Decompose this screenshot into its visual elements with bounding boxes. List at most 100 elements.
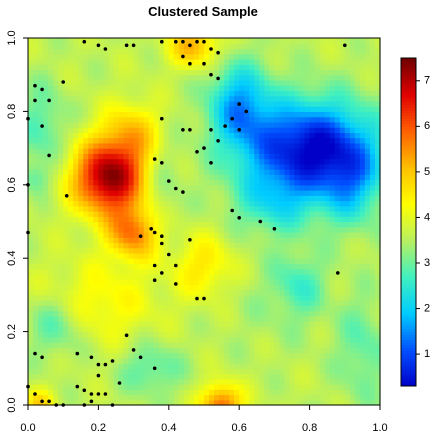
heatmap-cell bbox=[239, 95, 245, 102]
heatmap-cell bbox=[354, 64, 361, 71]
heatmap-cell bbox=[28, 205, 34, 212]
heatmap-cell bbox=[198, 336, 205, 343]
heatmap-cell bbox=[73, 331, 79, 338]
heatmap-cell bbox=[183, 137, 190, 144]
heatmap-cell bbox=[219, 347, 225, 354]
heatmap-cell bbox=[274, 195, 281, 202]
sample-point bbox=[188, 61, 192, 66]
heatmap-cell bbox=[204, 43, 210, 50]
heatmap-cell bbox=[359, 74, 366, 81]
heatmap-cell bbox=[133, 326, 140, 333]
heatmap-cell bbox=[53, 242, 59, 249]
heatmap-cell bbox=[329, 158, 336, 165]
heatmap-cell bbox=[38, 242, 44, 249]
heatmap-cell bbox=[98, 111, 105, 118]
heatmap-cell bbox=[339, 174, 346, 181]
heatmap-cell bbox=[73, 242, 79, 249]
heatmap-cell bbox=[209, 200, 215, 207]
heatmap-cell bbox=[214, 300, 220, 306]
heatmap-cell bbox=[319, 352, 326, 359]
heatmap-cell bbox=[168, 190, 175, 196]
heatmap-cell bbox=[244, 190, 250, 196]
heatmap-cell bbox=[133, 384, 140, 390]
heatmap-cell bbox=[98, 121, 105, 128]
heatmap-cell bbox=[264, 321, 270, 327]
heatmap-cell bbox=[224, 58, 230, 65]
heatmap-cell bbox=[183, 321, 190, 327]
heatmap-cell bbox=[33, 315, 39, 322]
heatmap-cell bbox=[299, 190, 306, 196]
heatmap-cell bbox=[219, 226, 225, 233]
heatmap-cell bbox=[214, 273, 220, 280]
heatmap-cell bbox=[33, 58, 39, 65]
heatmap-cell bbox=[128, 347, 135, 354]
heatmap-cell bbox=[319, 342, 326, 348]
heatmap-cell bbox=[128, 116, 135, 123]
heatmap-cell bbox=[73, 58, 79, 65]
heatmap-cell bbox=[234, 258, 240, 265]
heatmap-cell bbox=[314, 315, 321, 322]
heatmap-cell bbox=[329, 85, 336, 92]
heatmap-cell bbox=[158, 174, 165, 181]
heatmap-cell bbox=[148, 310, 155, 317]
heatmap-cell bbox=[198, 378, 205, 385]
heatmap-cell bbox=[329, 300, 336, 306]
heatmap-cell bbox=[289, 74, 296, 81]
heatmap-cell bbox=[224, 394, 230, 401]
heatmap-cell bbox=[204, 221, 210, 228]
heatmap-cell bbox=[349, 153, 356, 160]
heatmap-cell bbox=[28, 347, 34, 354]
heatmap-cell bbox=[294, 263, 301, 270]
heatmap-cell bbox=[304, 38, 311, 44]
heatmap-cell bbox=[334, 174, 341, 181]
heatmap-cell bbox=[88, 205, 94, 212]
heatmap-cell bbox=[138, 373, 145, 380]
heatmap-cell bbox=[364, 384, 371, 390]
sample-point bbox=[96, 43, 101, 48]
heatmap-cell bbox=[204, 121, 210, 128]
heatmap-cell bbox=[183, 90, 190, 97]
heatmap-cell bbox=[48, 284, 54, 291]
heatmap-cell bbox=[183, 100, 190, 107]
heatmap-cell bbox=[168, 121, 175, 128]
heatmap-cell bbox=[324, 137, 331, 144]
heatmap-cell bbox=[344, 95, 351, 102]
sample-point bbox=[202, 61, 206, 66]
heatmap-cell bbox=[209, 321, 215, 327]
heatmap-cell bbox=[259, 106, 265, 112]
heatmap-cell bbox=[334, 205, 341, 212]
heatmap-cell bbox=[48, 132, 54, 139]
heatmap-cell bbox=[229, 90, 235, 97]
heatmap-cell bbox=[83, 368, 89, 375]
heatmap-cell bbox=[133, 211, 140, 217]
heatmap-cell bbox=[209, 331, 215, 338]
heatmap-cell bbox=[284, 58, 291, 65]
heatmap-cell bbox=[123, 79, 130, 86]
heatmap-cell bbox=[339, 268, 346, 275]
heatmap-cell bbox=[188, 268, 195, 275]
heatmap-cell bbox=[224, 279, 230, 286]
heatmap-cell bbox=[359, 85, 366, 92]
heatmap-cell bbox=[93, 69, 99, 76]
heatmap-cell bbox=[219, 64, 225, 71]
heatmap-cell bbox=[294, 363, 301, 369]
heatmap-cell bbox=[314, 100, 321, 107]
heatmap-cell bbox=[289, 190, 296, 196]
heatmap-cell bbox=[108, 111, 115, 118]
heatmap-cell bbox=[78, 174, 84, 181]
heatmap-cell bbox=[209, 279, 215, 286]
heatmap-cell bbox=[103, 69, 110, 76]
heatmap-cell bbox=[88, 153, 94, 160]
heatmap-cell bbox=[128, 352, 135, 359]
heatmap-cell bbox=[329, 389, 336, 396]
heatmap-cell bbox=[148, 252, 155, 259]
heatmap-cell bbox=[369, 142, 376, 149]
heatmap-cell bbox=[284, 315, 291, 322]
heatmap-cell bbox=[264, 294, 270, 301]
heatmap-cell bbox=[178, 163, 185, 170]
heatmap-cell bbox=[153, 336, 160, 343]
heatmap-cell bbox=[38, 69, 44, 76]
heatmap-cell bbox=[239, 153, 245, 160]
heatmap-cell bbox=[309, 111, 316, 118]
heatmap-cell bbox=[264, 190, 270, 196]
